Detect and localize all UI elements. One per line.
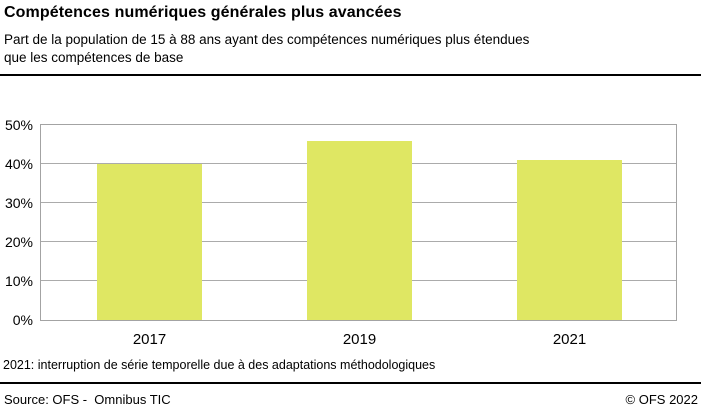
y-tick-label-10: 10% [4,273,33,289]
page-title: Compétences numériques générales plus av… [4,4,402,21]
source-label: Source: OFS - Omnibus TIC [4,392,171,407]
x-axis: 2017 2019 2021 [41,331,676,351]
chart-footnote: 2021: interruption de série temporelle d… [3,358,436,372]
y-tick-label-0: 0% [12,312,33,328]
x-tick-label-2017: 2017 [132,331,167,348]
y-tick-label-20: 20% [4,234,33,250]
x-tick-label-2021: 2021 [552,331,587,348]
bar-2017 [97,164,202,320]
footer-divider-line [0,382,701,384]
y-tick-label-50: 50% [4,117,33,133]
plot-area [40,124,677,321]
chart-subtitle: Part de la population de 15 à 88 ans aya… [4,31,529,67]
header-divider-line [0,74,701,76]
x-tick-label-2019: 2019 [342,331,377,348]
y-tick-label-30: 30% [4,195,33,211]
chart-subtitle-line-2: que les compétences de base [4,50,184,65]
bar-2019 [307,140,412,320]
y-axis: 0% 10% 20% 30% 40% 50% [0,117,33,328]
copyright-label: © OFS 2022 [625,392,698,407]
y-tick-label-40: 40% [4,156,33,172]
chart-subtitle-line-1: Part de la population de 15 à 88 ans aya… [4,32,530,47]
bar-2021 [517,160,622,320]
